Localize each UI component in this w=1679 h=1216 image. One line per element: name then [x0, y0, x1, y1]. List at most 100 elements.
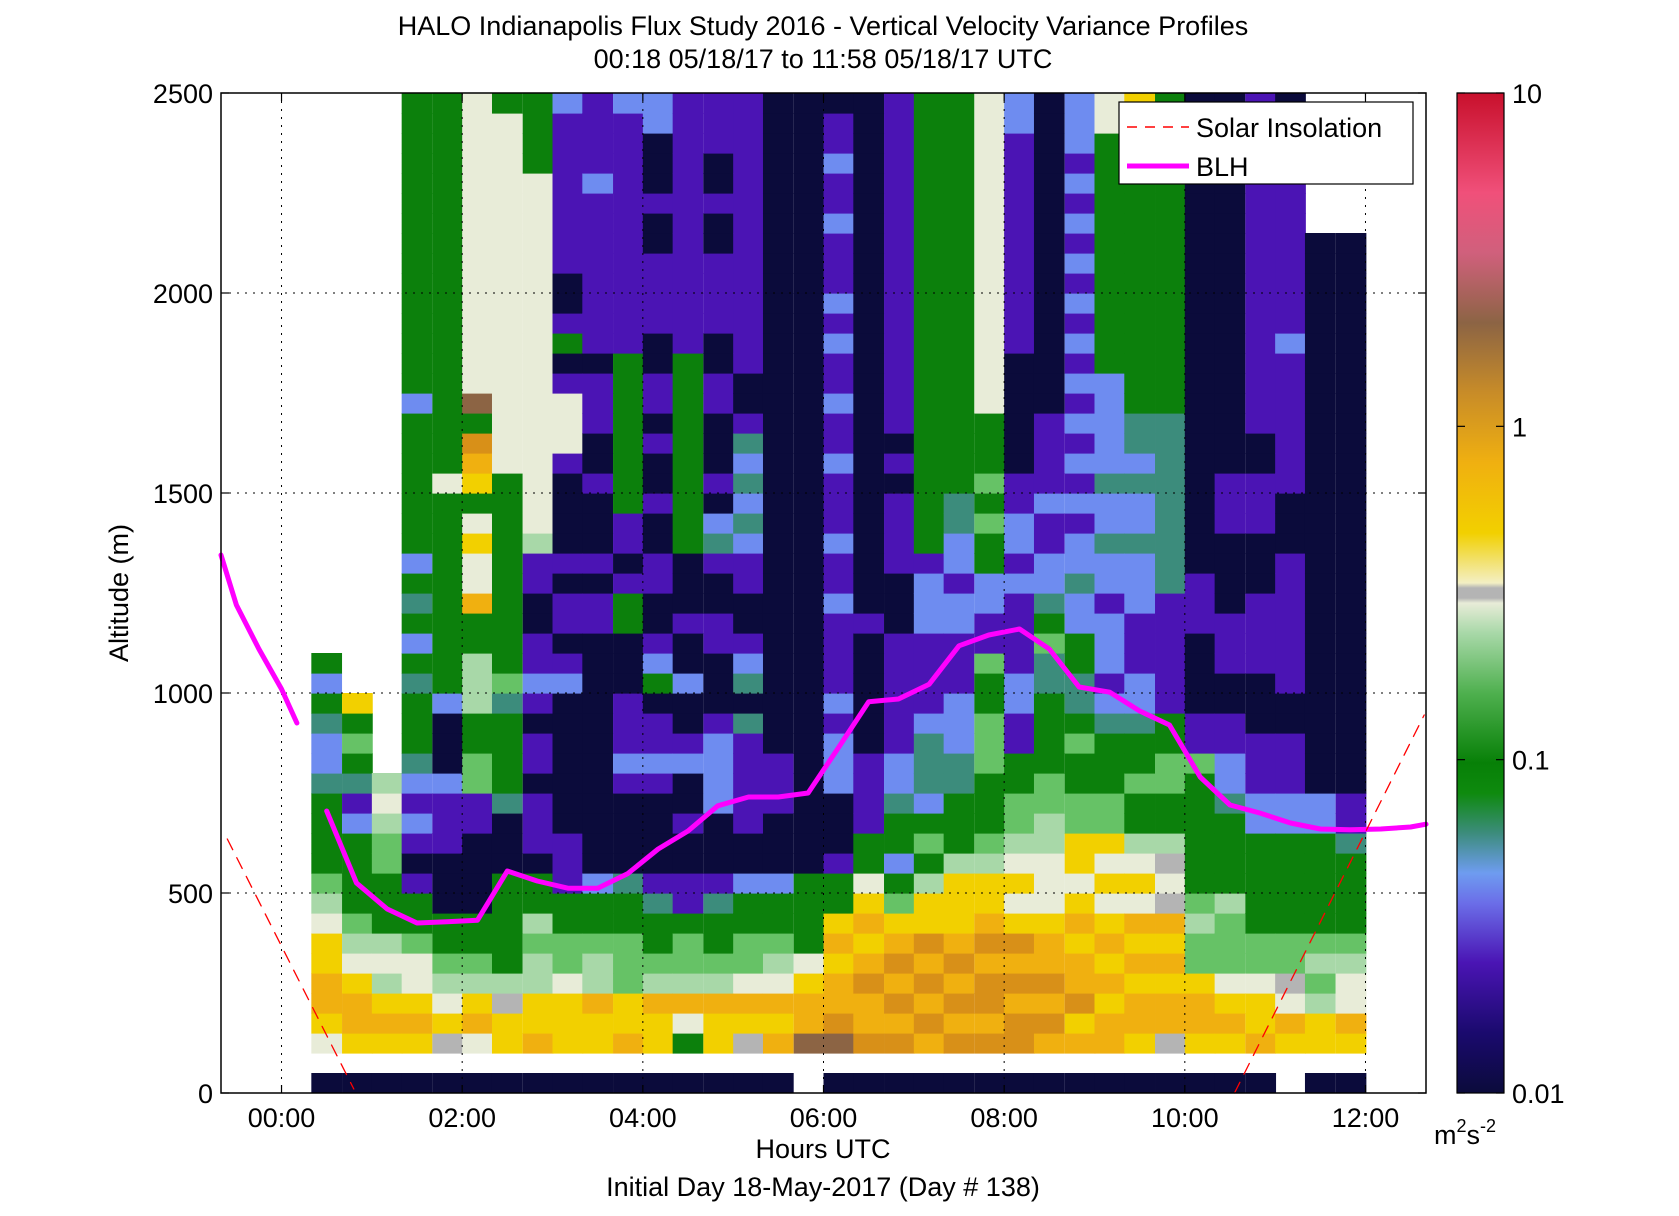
heatmap-cell [1155, 953, 1186, 974]
heatmap-cell [913, 493, 945, 514]
heatmap-cell [1094, 913, 1126, 934]
heatmap-cell [613, 673, 644, 694]
heatmap-cell [703, 133, 735, 154]
heatmap-cell [823, 373, 855, 394]
heatmap-cell [1245, 593, 1277, 614]
heatmap-cell [642, 173, 674, 194]
heatmap-cell [884, 273, 915, 294]
heatmap-cell [823, 773, 855, 794]
heatmap-cell [462, 353, 493, 374]
heatmap-cell [1245, 833, 1277, 854]
heatmap-cell [522, 833, 554, 854]
heatmap-cell [613, 533, 644, 554]
heatmap-cell [974, 733, 1006, 754]
heatmap-cell [491, 533, 523, 554]
heatmap-cell [462, 473, 493, 494]
heatmap-cell [762, 493, 794, 514]
heatmap-cell [853, 673, 885, 694]
heatmap-cell [311, 873, 343, 894]
heatmap-cell [762, 973, 794, 994]
heatmap-cell [582, 253, 614, 274]
heatmap-cell [974, 773, 1006, 794]
heatmap-cell [432, 153, 464, 174]
heatmap-cell [1214, 193, 1246, 214]
heatmap-cell [432, 893, 464, 914]
heatmap-cell [522, 693, 554, 714]
heatmap-cell [943, 833, 975, 854]
heatmap-cell [943, 513, 975, 534]
heatmap-cell [1124, 313, 1156, 334]
heatmap-cell [974, 413, 1006, 434]
heatmap-cell [672, 173, 704, 194]
heatmap-cell [1094, 373, 1126, 394]
heatmap-cell [913, 533, 945, 554]
heatmap-cell [1184, 913, 1216, 934]
heatmap-cell [1124, 953, 1156, 974]
heatmap-cell [1335, 893, 1367, 914]
heatmap-cell [884, 913, 915, 934]
heatmap-cell [1275, 653, 1306, 674]
heatmap-cell [974, 993, 1006, 1014]
heatmap-cell [1064, 93, 1096, 114]
heatmap-cell [552, 793, 584, 814]
heatmap-cell [401, 113, 433, 134]
heatmap-cell [672, 233, 704, 254]
heatmap-cell [1275, 673, 1306, 694]
legend-box [1118, 101, 1414, 185]
y-tick-label: 2500 [153, 79, 213, 109]
heatmap-cell [884, 993, 915, 1014]
heatmap-cell [491, 573, 523, 594]
heatmap-cell [733, 713, 764, 734]
heatmap-cell [733, 993, 764, 1014]
heatmap-cell [432, 593, 464, 614]
heatmap-cell [733, 893, 764, 914]
heatmap-cell [1004, 573, 1035, 594]
heatmap-cell [401, 933, 433, 954]
heatmap-cell [613, 713, 644, 734]
heatmap-cell [582, 153, 614, 174]
heatmap-cell [1214, 393, 1246, 414]
heatmap-cell [1094, 173, 1126, 194]
heatmap-cell [1064, 513, 1096, 534]
heatmap-cell [672, 113, 704, 134]
heatmap-cell [1275, 493, 1306, 514]
heatmap-cell [1094, 273, 1126, 294]
heatmap-cell [672, 193, 704, 214]
heatmap-cell [1304, 893, 1336, 914]
heatmap-cell [1033, 853, 1065, 874]
heatmap-cell [762, 1033, 794, 1054]
heatmap-cell [762, 193, 794, 214]
heatmap-cell [853, 793, 885, 814]
heatmap-cell [853, 513, 885, 534]
heatmap-cell [884, 413, 915, 434]
heatmap-cell [853, 993, 885, 1014]
heatmap-cell [1335, 993, 1367, 1014]
heatmap-cell [1033, 453, 1065, 474]
heatmap-cell [1245, 313, 1277, 334]
heatmap-cell [342, 753, 373, 774]
heatmap-cell [1245, 573, 1277, 594]
heatmap-cell [1033, 593, 1065, 614]
heatmap-cell [552, 513, 584, 534]
heatmap-cell [1304, 453, 1336, 474]
heatmap-cell [613, 373, 644, 394]
heatmap-cell [703, 1073, 735, 1093]
heatmap-cell [913, 373, 945, 394]
heatmap-cell [491, 933, 523, 954]
heatmap-cell [1304, 593, 1336, 614]
heatmap-cell [672, 813, 704, 834]
heatmap-cell [552, 973, 584, 994]
heatmap-cell [642, 993, 674, 1014]
heatmap-cell [1245, 873, 1277, 894]
heatmap-cell [522, 193, 554, 214]
heatmap-cell [1033, 253, 1065, 274]
heatmap-cell [1033, 393, 1065, 414]
heatmap-cell [522, 913, 554, 934]
heatmap-cell [1064, 553, 1096, 574]
heatmap-cell [1033, 313, 1065, 334]
heatmap-cell [823, 493, 855, 514]
heatmap-cell [703, 353, 735, 374]
heatmap-cell [342, 813, 373, 834]
heatmap-cell [1275, 533, 1306, 554]
heatmap-cell [1245, 933, 1277, 954]
